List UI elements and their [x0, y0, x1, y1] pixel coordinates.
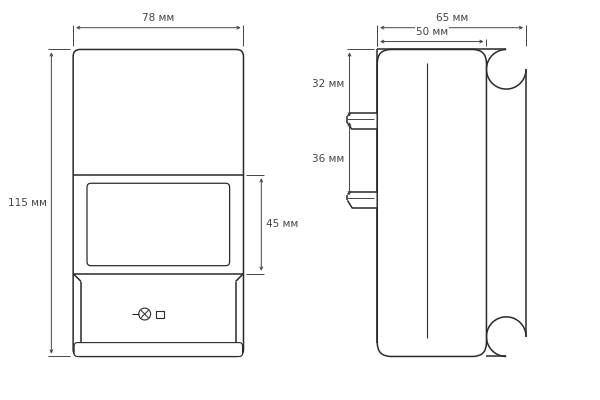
Text: 32 мм: 32 мм [313, 80, 344, 90]
Bar [155, 310, 164, 318]
Text: 45 мм: 45 мм [266, 220, 299, 230]
FancyBboxPatch shape [87, 183, 230, 266]
Text: 36 мм: 36 мм [313, 154, 344, 164]
Text: 78 мм: 78 мм [142, 13, 175, 23]
FancyBboxPatch shape [74, 343, 242, 356]
FancyBboxPatch shape [377, 50, 487, 356]
Text: 115 мм: 115 мм [8, 198, 46, 208]
Text: 65 мм: 65 мм [436, 13, 468, 23]
FancyBboxPatch shape [73, 50, 244, 356]
Text: 50 мм: 50 мм [416, 26, 448, 36]
